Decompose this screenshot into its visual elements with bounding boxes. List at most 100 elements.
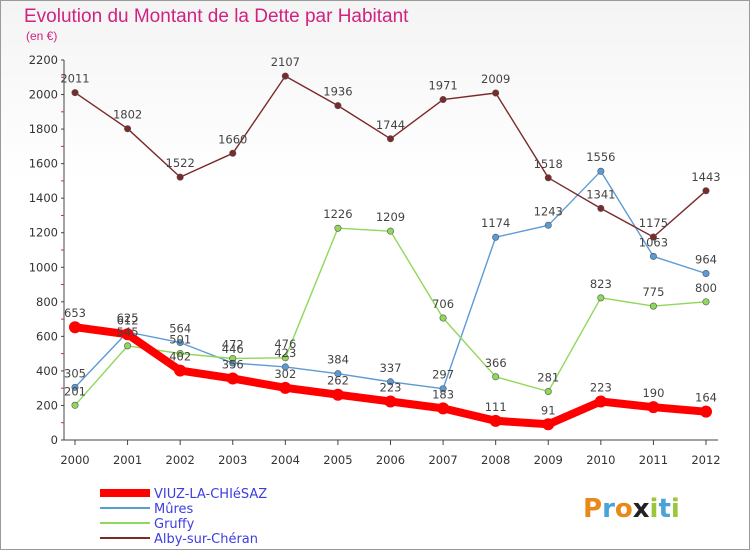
data-label: 1936 — [323, 85, 352, 99]
data-point — [649, 233, 657, 241]
data-label: 1556 — [586, 150, 615, 164]
data-label: 223 — [380, 380, 402, 394]
data-label: 305 — [64, 366, 86, 380]
y-tick-label: 1400 — [29, 191, 58, 205]
series-layer — [69, 72, 712, 431]
x-tick-label: 2008 — [481, 453, 510, 467]
data-point — [226, 372, 239, 385]
data-label: 262 — [327, 374, 349, 388]
legend-label: VIUZ-LA-CHIéSAZ — [154, 487, 267, 502]
y-tick-label: 1600 — [29, 157, 58, 171]
data-label: 800 — [695, 281, 717, 295]
x-tick-label: 2005 — [323, 453, 352, 467]
data-label: 1209 — [376, 210, 405, 224]
data-label: 706 — [432, 297, 454, 311]
data-point — [702, 187, 710, 195]
data-label: 356 — [222, 358, 244, 372]
data-label: 201 — [64, 384, 86, 398]
data-point — [489, 414, 502, 427]
data-point — [439, 96, 447, 104]
y-tick-label: 200 — [36, 398, 58, 412]
logo-letter: x — [633, 494, 650, 524]
data-label: 281 — [537, 370, 559, 384]
data-point — [594, 395, 607, 408]
data-point — [71, 89, 79, 97]
data-point — [174, 364, 187, 377]
logo-letter: i — [671, 494, 680, 524]
x-tick-label: 2004 — [271, 453, 300, 467]
x-tick-label: 2000 — [60, 453, 89, 467]
data-label: 297 — [432, 368, 454, 382]
y-tick-label: 1200 — [29, 226, 58, 240]
data-point — [386, 378, 394, 386]
data-point — [384, 395, 397, 408]
data-point — [386, 135, 394, 143]
legend: VIUZ-LA-CHIéSAZMûresGruffyAlby-sur-Chéra… — [100, 487, 267, 547]
data-label: 472 — [222, 337, 244, 351]
data-point — [281, 354, 289, 362]
data-point — [544, 221, 552, 229]
data-label: 1522 — [166, 156, 195, 170]
data-labels-layer: 305 625 564 446 423 384 337 297 1174 1243 1556 1063… — [60, 55, 720, 417]
data-label: 501 — [169, 332, 191, 346]
data-label: 111 — [485, 400, 507, 414]
data-point — [281, 363, 289, 371]
legend-label: Alby-sur-Chéran — [154, 532, 258, 547]
data-label: 564 — [169, 322, 191, 336]
data-point — [492, 373, 500, 381]
data-label: 1744 — [376, 118, 405, 132]
data-point — [124, 125, 132, 133]
legend-label: Mûres — [154, 502, 194, 517]
data-label: 1174 — [481, 216, 510, 230]
x-tick-label: 2006 — [376, 453, 405, 467]
data-label: 823 — [590, 277, 612, 291]
data-point — [281, 72, 289, 80]
x-tick-label: 2009 — [534, 453, 563, 467]
data-label: 2011 — [60, 72, 89, 86]
data-label: 1971 — [428, 79, 457, 93]
data-point — [331, 388, 344, 401]
data-point — [71, 383, 79, 391]
data-point — [71, 401, 79, 409]
axes: 0 200 400 600 800 1000 1200 1400 1600 1800 2000 220… — [29, 53, 721, 467]
data-point — [649, 252, 657, 260]
data-point — [647, 401, 660, 414]
data-point — [702, 269, 710, 277]
series-gruffy — [71, 224, 710, 409]
data-point — [649, 302, 657, 310]
data-point — [334, 102, 342, 110]
x-tick-label: 2002 — [166, 453, 195, 467]
logo-letter: i — [650, 494, 659, 524]
data-point — [386, 227, 394, 235]
data-label: 402 — [169, 350, 191, 364]
data-label: 446 — [222, 342, 244, 356]
data-point — [176, 349, 184, 357]
y-tick-label: 800 — [36, 295, 58, 309]
y-tick-label: 1800 — [29, 122, 58, 136]
data-point — [121, 328, 134, 341]
data-label: 1175 — [639, 216, 668, 230]
chart-title: Evolution du Montant de la Dette par Hab… — [24, 6, 409, 27]
data-point — [492, 89, 500, 97]
data-label: 91 — [541, 403, 556, 417]
y-tick-label: 400 — [36, 364, 58, 378]
data-label: 423 — [274, 346, 296, 360]
y-tick-label: 1000 — [29, 260, 58, 274]
logo-letter: t — [658, 494, 670, 524]
x-tick-label: 2001 — [113, 453, 142, 467]
data-label: 366 — [485, 356, 507, 370]
chart-subtitle: (en €) — [26, 29, 57, 43]
data-point — [544, 387, 552, 395]
logo-letter: P — [583, 494, 602, 524]
data-point — [544, 174, 552, 182]
data-point — [597, 294, 605, 302]
data-point — [439, 385, 447, 393]
data-point — [597, 167, 605, 175]
data-point — [229, 149, 237, 157]
data-label: 190 — [642, 386, 664, 400]
data-point — [492, 233, 500, 241]
proxiti-logo: Proxiti — [583, 494, 680, 524]
data-label: 775 — [642, 285, 664, 299]
logo-letter: o — [615, 494, 633, 524]
data-label: 625 — [117, 311, 139, 325]
